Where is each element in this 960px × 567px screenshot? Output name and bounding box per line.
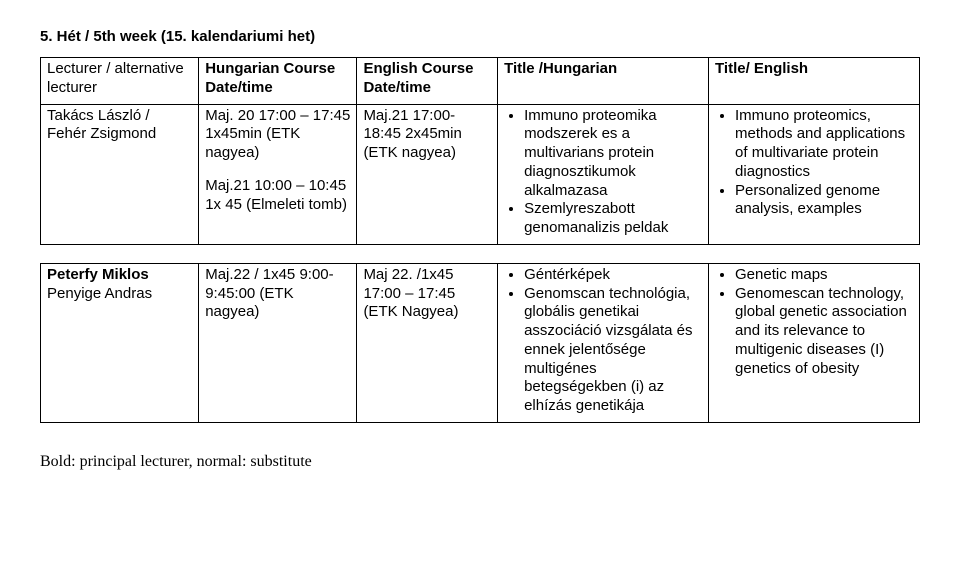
header-title-hu: Title /Hungarian bbox=[498, 58, 709, 105]
table-header-row: Lecturer / alternative lecturer Hungaria… bbox=[41, 58, 920, 105]
cell-title-hu: Immuno proteomika modszerek es a multiva… bbox=[498, 104, 709, 244]
hu-datetime-b: Maj.21 10:00 – 10:45 1x 45 (Elmeleti tom… bbox=[205, 177, 350, 215]
spacer-row bbox=[41, 244, 920, 263]
list-item: Immuno proteomics, methods and applicati… bbox=[735, 107, 913, 182]
header-en-datetime: English Course Date/time bbox=[357, 58, 498, 105]
list-item: Szemlyreszabott genomanalizis peldak bbox=[524, 200, 702, 238]
header-lecturer: Lecturer / alternative lecturer bbox=[41, 58, 199, 105]
cell-en-datetime: Maj 22. /1x45 17:00 – 17:45 (ETK Nagyea) bbox=[357, 263, 498, 422]
list-item: Personalized genome analysis, examples bbox=[735, 182, 913, 220]
list-item: Genomscan technológia, globális genetika… bbox=[524, 285, 702, 416]
table-row: Peterfy Miklos Penyige Andras Maj.22 / 1… bbox=[41, 263, 920, 422]
list-item: Genetic maps bbox=[735, 266, 913, 285]
cell-hu-datetime: Maj. 20 17:00 – 17:45 1x45min (ETK nagye… bbox=[199, 104, 357, 244]
schedule-table: Lecturer / alternative lecturer Hungaria… bbox=[40, 57, 920, 423]
list-item: Immuno proteomika modszerek es a multiva… bbox=[524, 107, 702, 201]
cell-title-hu: Géntérképek Genomscan technológia, globá… bbox=[498, 263, 709, 422]
list-item: Genomescan technology, global genetic as… bbox=[735, 285, 913, 379]
table-row: Takács László / Fehér Zsigmond Maj. 20 1… bbox=[41, 104, 920, 244]
list-item: Géntérképek bbox=[524, 266, 702, 285]
cell-lecturers: Takács László / Fehér Zsigmond bbox=[41, 104, 199, 244]
page-heading: 5. Hét / 5th week (15. kalendariumi het) bbox=[40, 28, 920, 45]
lecturer-substitute: Penyige Andras bbox=[47, 285, 192, 304]
lecturer-principal: Peterfy Miklos bbox=[47, 266, 192, 285]
footnote: Bold: principal lecturer, normal: substi… bbox=[40, 453, 920, 471]
cell-title-en: Genetic maps Genomescan technology, glob… bbox=[709, 263, 920, 422]
hu-datetime-a: Maj. 20 17:00 – 17:45 1x45min (ETK nagye… bbox=[205, 107, 350, 163]
header-hu-datetime: Hungarian Course Date/time bbox=[199, 58, 357, 105]
header-title-en: Title/ English bbox=[709, 58, 920, 105]
cell-lecturers: Peterfy Miklos Penyige Andras bbox=[41, 263, 199, 422]
cell-en-datetime: Maj.21 17:00-18:45 2x45min (ETK nagyea) bbox=[357, 104, 498, 244]
cell-hu-datetime: Maj.22 / 1x45 9:00-9:45:00 (ETK nagyea) bbox=[199, 263, 357, 422]
cell-title-en: Immuno proteomics, methods and applicati… bbox=[709, 104, 920, 244]
